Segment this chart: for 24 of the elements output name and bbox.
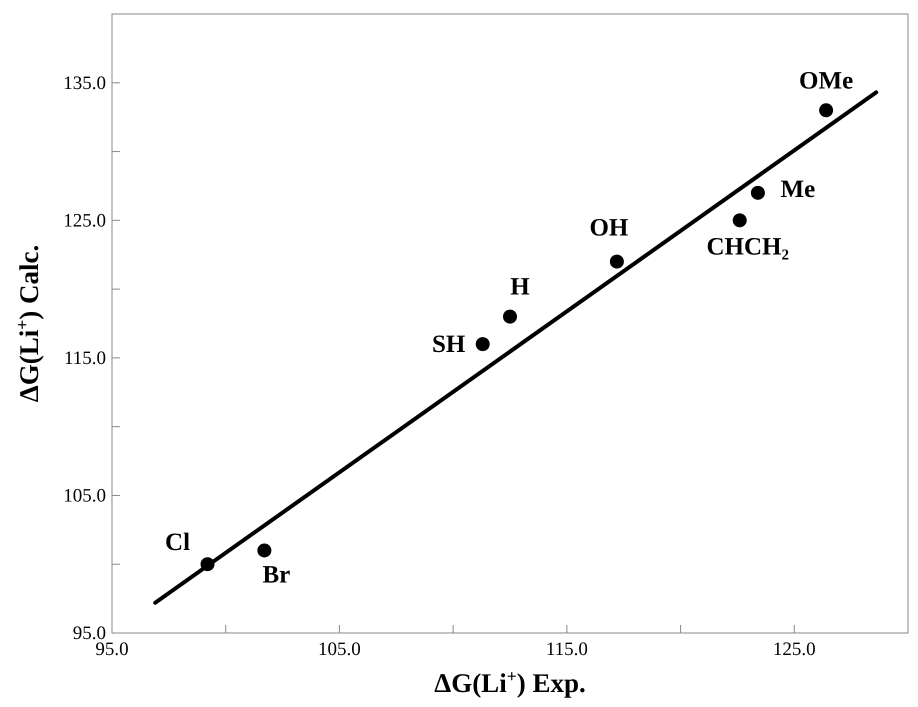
y-tick-label: 105.0 [63,485,106,506]
annotation: SH [432,331,466,358]
x-tick-label: 95.0 [95,639,129,660]
annotation: H [510,274,530,301]
point [732,213,747,228]
annotation: OMe [799,67,854,94]
y-tick-label: 115.0 [64,348,106,369]
point [819,103,834,118]
annotation: Br [262,561,290,588]
annotation: CHCH₂ [706,233,789,260]
point [503,310,517,324]
x-tick-label: 125.0 [772,639,816,660]
point [750,186,765,200]
x-tick-label: 115.0 [546,639,588,660]
x-tick-label: 105.0 [318,639,361,660]
point [476,337,490,352]
y-tick-label: 125.0 [63,210,106,232]
annotation: Cl [165,529,190,556]
point [610,254,624,269]
annotation: OH [589,214,629,242]
x-axis-title: ΔG(Li$^{+}$) Exp. [434,666,586,698]
annotation: Me [780,176,816,203]
point [257,543,272,558]
y-tick-label: 135.0 [63,72,106,94]
